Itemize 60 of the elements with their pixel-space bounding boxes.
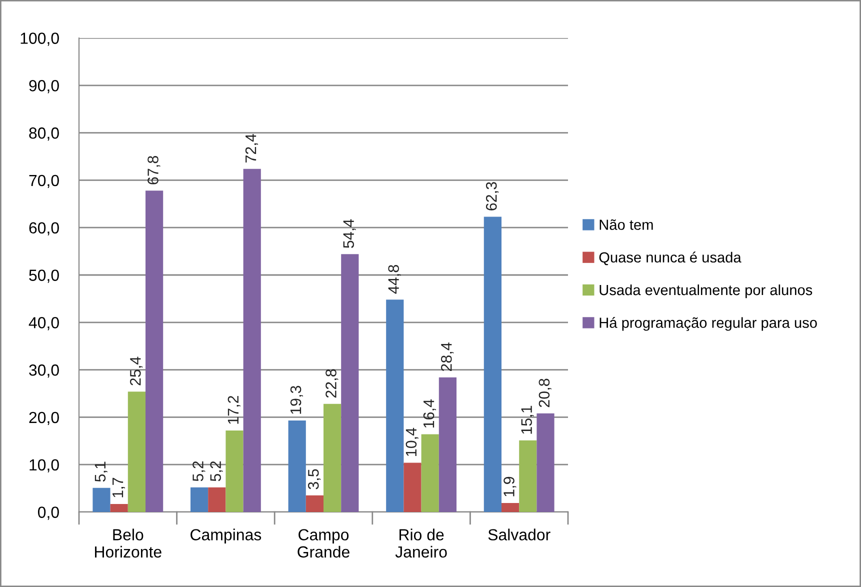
y-tick-label: 80,0 [29,127,59,141]
y-tick-label: 90,0 [29,80,59,94]
bar [110,504,128,512]
data-label: 1,9 [504,476,516,496]
bar [484,216,502,512]
bar [404,462,422,512]
data-label: 54,4 [343,219,356,248]
bar [190,487,208,512]
bar [438,377,457,512]
data-label: 10,4 [406,428,418,456]
data-label: 5,2 [192,461,206,482]
x-tick-label: Belo Horizonte [95,528,162,558]
data-label: 22,8 [326,369,338,398]
y-tick-label: 0,0 [38,506,59,520]
bar [501,502,520,512]
data-label: 28,4 [440,342,454,372]
data-label: 44,8 [388,265,401,294]
bar [226,430,244,512]
x-tick-label: Campo Grande [298,529,350,558]
bar [421,434,439,512]
bar [341,254,359,512]
data-label: 16,4 [423,399,436,428]
legend-label: Usada eventualmente por alunos [600,284,812,298]
data-label: 5,1 [94,462,108,482]
bar [324,404,342,512]
legend-label: Quase nunca é usada [599,252,742,266]
bar [536,413,554,512]
y-tick-label: 60,0 [29,222,59,236]
data-label: 20,8 [538,378,552,408]
x-tick-label: Campinas [190,528,262,544]
bar [208,487,226,512]
data-label: 72,4 [245,134,258,162]
data-label: 67,8 [148,156,160,184]
data-label: 15,1 [521,406,534,434]
data-label: 5,2 [210,461,223,482]
y-tick-label: 10,0 [30,459,59,472]
bar [519,440,537,512]
data-label: 3,5 [308,469,321,490]
bar [92,488,110,512]
data-label: 17,2 [228,396,240,424]
bar [386,300,404,512]
data-label: 25,4 [130,356,143,386]
x-tick-label: Salvador [488,528,550,540]
bar [146,190,164,512]
y-tick-label: 70,0 [29,174,59,188]
data-label: 62,3 [486,182,499,210]
y-tick-label: 50,0 [29,270,59,283]
legend-label: Não tem [600,219,653,230]
data-label: 19,3 [290,386,303,414]
bar [128,392,146,512]
data-label: 1,7 [112,478,126,498]
x-tick-label: Rio de Janeiro [395,528,447,558]
y-tick-label: 30,0 [29,364,59,378]
y-tick-label: 40,0 [28,317,59,330]
bar [306,495,324,512]
y-tick-label: 100,0 [20,32,59,46]
legend-label: Há programação regular para uso [600,317,817,331]
bar [288,420,306,512]
bar [243,168,261,512]
y-tick-label: 20,0 [29,412,59,426]
